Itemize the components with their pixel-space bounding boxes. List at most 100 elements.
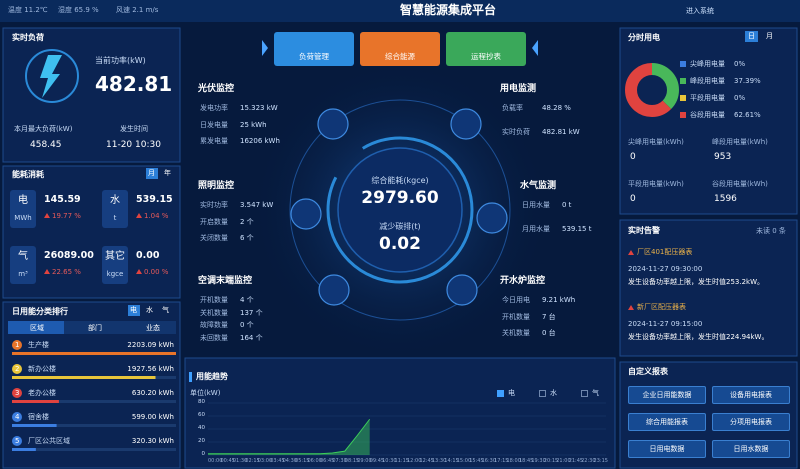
icon <box>476 202 508 234</box>
monitor-title: 照明监控 <box>198 181 235 191</box>
rank-badge <box>12 436 22 446</box>
monitor-title: 用电监测 <box>500 84 537 94</box>
rank: 4 <box>15 413 20 421</box>
icon <box>290 198 322 230</box>
legend-swatch <box>680 78 686 84</box>
alarm-desc: 发生设备功率越上限，发生时值253.2kW。 <box>628 278 765 286</box>
header[interactable]: 部门 <box>88 324 102 332</box>
x-tick-label: 15:00 <box>456 458 472 464</box>
panel-title: 用能趋势 <box>196 372 228 381</box>
label: 当前功率(kW) <box>95 56 146 65</box>
label: 气 <box>18 251 28 262</box>
value: 0.00 <box>136 250 160 261</box>
up-arrow <box>136 269 142 274</box>
nav-button[interactable] <box>360 32 440 66</box>
x-tick-label: 18:00 <box>506 458 521 464</box>
legend-swatch <box>539 390 546 397</box>
nav-button[interactable] <box>446 32 526 66</box>
rank: 3 <box>15 389 20 397</box>
label: 6 个 <box>240 234 254 242</box>
label: kgce <box>106 270 124 278</box>
y-tick-label: 60 <box>198 412 205 418</box>
unit: 单位(kW) <box>190 389 221 397</box>
label: 11-20 10:30 <box>106 140 161 150</box>
rank: 2 <box>15 365 20 373</box>
nav-label[interactable]: 负荷管理 <box>299 52 329 61</box>
energy-value: 2979.60 <box>361 188 439 208</box>
area <box>208 419 370 455</box>
bar-track <box>12 424 176 427</box>
legend-label: 平段用电量 <box>690 94 725 102</box>
tab-label[interactable]: 水 <box>146 306 153 314</box>
report-label[interactable]: 设备用电报表 <box>730 391 772 399</box>
rank: 5 <box>15 437 20 445</box>
alarm-time: 2024-11-27 09:30:00 <box>628 265 703 273</box>
label: 539.15 t <box>562 225 592 233</box>
tab[interactable] <box>146 168 158 179</box>
icon <box>446 274 478 306</box>
report-button[interactable] <box>712 440 790 458</box>
panel <box>2 27 181 163</box>
tab-label[interactable]: 月 <box>766 32 773 40</box>
label: 谷段用电量(kWh) <box>712 180 768 188</box>
row-name: 新办公楼 <box>28 365 56 373</box>
power-value: 482.81 <box>95 72 173 96</box>
header[interactable]: 区域 <box>30 324 44 332</box>
tab-label[interactable]: 电 <box>130 306 137 314</box>
tab[interactable] <box>745 31 758 42</box>
enter-button[interactable]: 进入系统 <box>686 7 714 15</box>
report-label[interactable]: 分项用电报表 <box>730 418 772 426</box>
report-button[interactable] <box>712 386 790 404</box>
tab-label[interactable]: 气 <box>162 306 169 314</box>
report-button[interactable] <box>628 386 706 404</box>
report-label[interactable]: 企业日用能数据 <box>642 391 692 399</box>
report-label[interactable]: 日用水数据 <box>733 445 769 453</box>
header[interactable]: 业态 <box>146 324 160 332</box>
tab-label[interactable]: 年 <box>164 169 171 177</box>
row-value: 2203.09 kWh <box>127 341 174 349</box>
alarm-icon <box>628 305 634 310</box>
x-tick-label: 13:30 <box>431 458 447 464</box>
ring <box>326 136 474 284</box>
marker <box>189 372 192 382</box>
x-tick-label: 03:45 <box>270 458 285 464</box>
label: 0 台 <box>542 329 556 337</box>
stat-value: 1596 <box>714 194 737 204</box>
label: 开机数量 <box>502 312 530 321</box>
tab[interactable] <box>128 305 140 316</box>
label: 7 台 <box>542 312 556 321</box>
bar-track <box>12 448 176 451</box>
x-tick-label: 12:00 <box>407 458 422 464</box>
label: 482.81 kW <box>542 128 580 136</box>
report-label[interactable]: 综合用能报表 <box>646 418 688 426</box>
label: 4 个 <box>240 296 254 304</box>
x-tick-label: 22:30 <box>581 458 596 464</box>
label: 减少碳排(t) <box>379 222 421 231</box>
x-tick-label: 07:30 <box>332 458 347 464</box>
bar <box>12 352 176 355</box>
x-tick-label: 09:45 <box>369 458 385 464</box>
unread: 未读 0 条 <box>756 227 786 235</box>
label: 3.547 kW <box>240 201 274 209</box>
header-active[interactable] <box>8 321 64 334</box>
rank-badge <box>12 340 22 350</box>
label: 发生时间 <box>120 125 148 133</box>
tab-label[interactable]: 日 <box>748 32 755 40</box>
nav-label[interactable]: 运程抄表 <box>471 52 501 61</box>
x-tick-label: 21:45 <box>568 458 584 464</box>
tab-label[interactable]: 月 <box>148 169 155 177</box>
label: 关机数量 <box>200 308 228 317</box>
rank: 1 <box>15 341 20 349</box>
report-button[interactable] <box>628 440 706 458</box>
nav-button[interactable] <box>274 32 354 66</box>
report-button[interactable] <box>712 413 790 431</box>
y-tick-label: 20 <box>198 438 205 444</box>
rank-badge <box>12 388 22 398</box>
report-button[interactable] <box>628 413 706 431</box>
nav-label[interactable]: 综合能源 <box>385 52 415 61</box>
icon <box>317 108 349 140</box>
panel-title: 能耗消耗 <box>12 170 44 179</box>
report-label[interactable]: 日用电数据 <box>649 445 685 453</box>
alarm-icon <box>628 250 634 255</box>
x-tick-label: 23:15 <box>593 458 608 464</box>
